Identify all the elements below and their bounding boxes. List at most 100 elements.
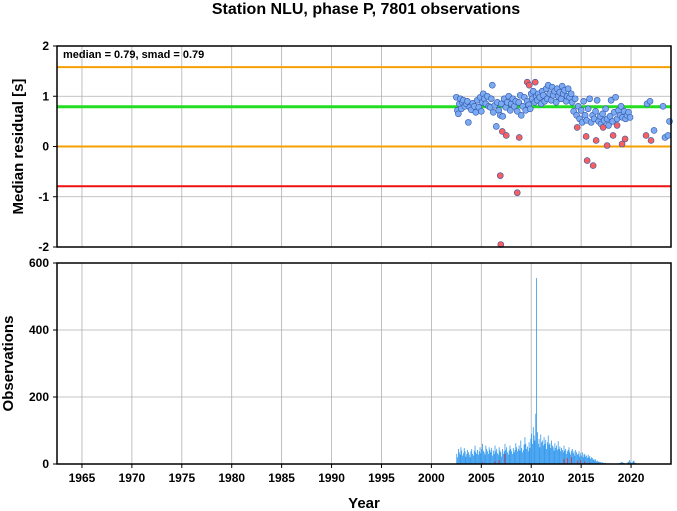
x-tick-label: 2000: [418, 471, 445, 485]
observation-bar: [546, 448, 547, 464]
x-tick-label: 1975: [168, 471, 195, 485]
outlier-bar: [571, 457, 572, 464]
x-tick-label: 1965: [69, 471, 96, 485]
observation-bar: [491, 447, 493, 464]
residual-points: [453, 78, 673, 248]
observation-bar: [502, 453, 504, 464]
observation-bar: [492, 455, 493, 464]
observation-bar: [562, 452, 564, 464]
observation-bar: [468, 454, 470, 464]
observation-bar: [596, 461, 597, 464]
outlier-point: [621, 135, 629, 143]
observation-bar: [488, 447, 490, 464]
observation-bar: [487, 451, 488, 464]
reference-lines: [57, 66, 671, 188]
observation-bar: [521, 447, 523, 464]
observation-bar: [467, 449, 468, 464]
observation-bar: [587, 454, 589, 464]
year-x-axis-label: Year: [348, 495, 380, 511]
y-tick-label: -2: [38, 240, 49, 254]
observation-bar: [507, 452, 508, 464]
observation-bar: [580, 453, 582, 464]
observation-bar: [536, 278, 537, 464]
outlier-point: [647, 137, 655, 144]
observation-bar: [532, 427, 534, 464]
observation-bar: [556, 449, 558, 464]
outlier-point: [582, 133, 590, 140]
observation-bar: [456, 453, 458, 464]
observation-bar: [632, 461, 634, 464]
observation-bar: [560, 451, 562, 464]
x-tick-label: 2015: [568, 471, 595, 485]
observation-bar: [462, 455, 463, 464]
observation-bar: [601, 462, 603, 464]
observation-bar: [576, 454, 578, 464]
observation-bar: [532, 443, 533, 464]
observation-bar: [554, 443, 556, 464]
outlier-point: [603, 142, 611, 149]
observation-bar: [465, 456, 467, 464]
observation-bar: [600, 461, 602, 464]
observation-bar: [482, 450, 484, 464]
y-tick-label: 1: [42, 89, 49, 103]
data-point: [465, 119, 472, 126]
data-point: [577, 107, 585, 114]
observation-bar: [499, 450, 501, 464]
observations-y-axis-label: Observations: [0, 316, 17, 412]
observation-bar: [467, 452, 469, 464]
median-smad-annotation: median = 0.79, smad = 0.79: [63, 49, 204, 61]
y-tick-label: 0: [42, 457, 49, 471]
observation-bars: [456, 278, 638, 464]
observation-bar: [542, 440, 543, 464]
data-point: [488, 81, 496, 89]
observation-bar: [629, 459, 631, 464]
observation-bar: [533, 435, 535, 464]
observation-bar: [527, 446, 528, 464]
outlier-point: [531, 78, 539, 86]
observation-bar: [563, 445, 565, 464]
observation-bar: [559, 446, 561, 464]
data-point: [584, 105, 592, 113]
data-point: [497, 100, 505, 108]
observation-bar: [555, 447, 557, 464]
data-point: [455, 110, 462, 118]
observation-bar: [476, 453, 478, 464]
observation-bar: [572, 453, 574, 464]
outlier-bar: [584, 461, 586, 464]
data-point: [586, 95, 593, 103]
residual-y-ticks: -2 -1 0 1 2: [38, 39, 57, 254]
observation-bar: [537, 432, 538, 464]
outlier-bar: [482, 462, 483, 464]
observation-bar: [621, 462, 623, 464]
observation-bar: [581, 452, 583, 464]
observation-bar: [574, 455, 576, 464]
data-point: [580, 97, 587, 105]
observation-bar: [565, 448, 567, 464]
observation-bar: [520, 440, 522, 464]
observation-bar: [597, 461, 599, 464]
observation-bar: [459, 454, 461, 464]
observation-bar: [537, 443, 539, 464]
observation-bar: [571, 448, 573, 464]
observation-bar: [530, 438, 532, 464]
observation-bar: [483, 452, 485, 464]
observation-bar: [583, 454, 585, 464]
data-point: [607, 96, 615, 104]
observation-bar: [507, 454, 509, 464]
observation-bar: [628, 461, 630, 464]
outlier-point: [618, 140, 626, 148]
observation-bar: [591, 457, 592, 464]
observation-bar: [586, 455, 587, 464]
observation-bar: [566, 451, 568, 464]
observation-bar: [511, 451, 513, 464]
observation-bar: [471, 448, 473, 464]
observation-bar: [556, 445, 557, 464]
observation-bar: [525, 443, 527, 464]
observation-bar: [496, 448, 498, 464]
observation-bar: [466, 453, 468, 464]
observation-bar: [582, 457, 584, 464]
observation-bar: [477, 454, 479, 464]
observation-bar: [541, 442, 542, 464]
observation-bar: [578, 451, 580, 464]
